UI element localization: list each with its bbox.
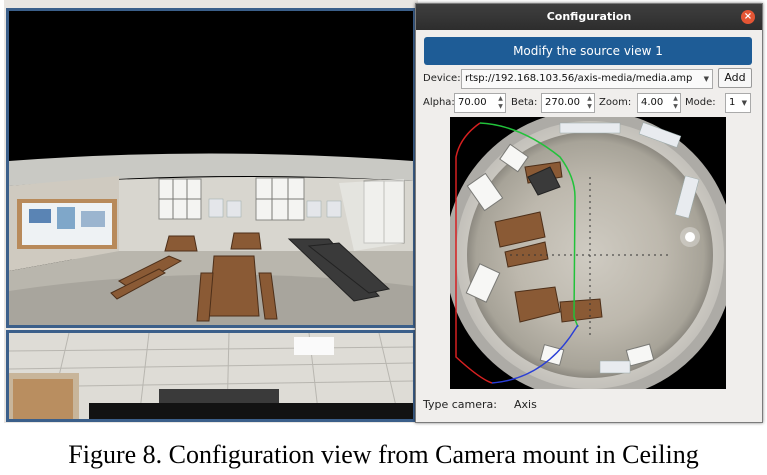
- dialog-titlebar: Configuration ×: [416, 4, 762, 30]
- beta-label: Beta:: [511, 97, 538, 108]
- alpha-label: Alpha:: [423, 97, 455, 108]
- add-device-button[interactable]: Add: [718, 68, 752, 88]
- mode-label: Mode:: [685, 97, 716, 108]
- dialog-title: Configuration: [546, 10, 632, 23]
- configuration-dialog: Configuration × Modify the source view 1…: [415, 3, 763, 423]
- close-icon[interactable]: ×: [741, 10, 755, 24]
- device-combobox[interactable]: rtsp://192.168.103.56/axis-media/media.a…: [461, 69, 713, 89]
- mode-value: 1: [729, 97, 736, 108]
- device-value: rtsp://192.168.103.56/axis-media/media.a…: [465, 73, 693, 84]
- device-label: Device:: [423, 73, 461, 84]
- mode-combobox[interactable]: 1 ▼: [725, 93, 751, 113]
- zoom-value: 4.00: [641, 97, 664, 108]
- dewarped-view-2-image: [9, 333, 413, 419]
- parameters-row: Alpha: 70.00 ▲ ▼ Beta: 270.00 ▲ ▼ Zoom: 4.…: [423, 93, 757, 113]
- zoom-spinbox[interactable]: 4.00 ▲ ▼: [637, 93, 681, 113]
- alpha-value: 70.00: [458, 97, 487, 108]
- zoom-label: Zoom:: [599, 97, 632, 108]
- type-camera-row: Type camera: Axis: [423, 397, 537, 413]
- type-camera-label: Type camera:: [423, 398, 498, 411]
- spinner-arrows-icon[interactable]: ▲ ▼: [587, 95, 592, 110]
- beta-spinbox[interactable]: 270.00 ▲ ▼: [541, 93, 595, 113]
- fisheye-image: [450, 117, 726, 389]
- modify-source-view-button[interactable]: Modify the source view 1: [424, 37, 752, 65]
- figure-caption: Figure 8. Configuration view from Camera…: [68, 440, 699, 469]
- device-row: Device: rtsp://192.168.103.56/axis-media…: [423, 68, 757, 89]
- dewarped-view-1-image: [9, 11, 413, 325]
- spinner-arrows-icon[interactable]: ▲ ▼: [673, 95, 678, 110]
- beta-value: 270.00: [545, 97, 580, 108]
- chevron-down-icon: ▼: [741, 99, 747, 107]
- dewarped-view-2[interactable]: [6, 330, 416, 422]
- dewarped-view-1[interactable]: [6, 8, 416, 328]
- alpha-spinbox[interactable]: 70.00 ▲ ▼: [454, 93, 506, 113]
- spinner-arrows-icon[interactable]: ▲ ▼: [498, 95, 503, 110]
- fisheye-preview[interactable]: [450, 117, 726, 389]
- chevron-down-icon: ▼: [703, 75, 709, 83]
- type-camera-value: Axis: [514, 398, 537, 411]
